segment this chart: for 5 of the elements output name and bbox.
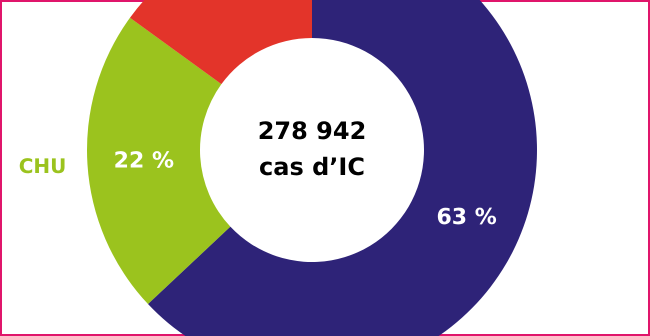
data-label: 63 % xyxy=(436,204,497,230)
text: cas d’IC xyxy=(259,153,365,181)
data-label: 22 % xyxy=(114,148,174,174)
text: 278 942 xyxy=(258,117,366,145)
slice-label: CHU xyxy=(18,154,66,178)
